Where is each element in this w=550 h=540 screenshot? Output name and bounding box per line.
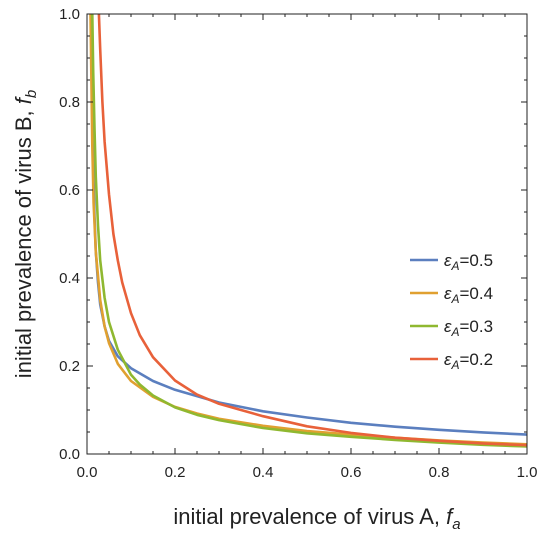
y-tick-label: 0.4 [59, 270, 80, 287]
y-axis: 0.0 0.2 0.4 0.6 0.8 1.0 [59, 6, 527, 463]
curves-layer [89, 14, 527, 448]
legend-label-3: εA=0.2 [444, 350, 493, 372]
x-axis-title-text: initial prevalence of virus A, [173, 504, 446, 529]
series-line-1 [89, 14, 527, 446]
y-axis-title: initial prevalence of virus B, fb [11, 90, 40, 378]
plot-frame [86, 13, 528, 455]
x-axis-title-sub: a [452, 516, 460, 533]
x-tick-label: 0.4 [253, 464, 274, 481]
y-axis-title-var: f [11, 95, 36, 104]
x-tick-label: 0.2 [165, 464, 186, 481]
legend-label-2: εA=0.3 [444, 317, 493, 339]
y-tick-label: 0.6 [59, 182, 80, 199]
x-tick-label: 0.0 [77, 464, 98, 481]
y-axis-title-text: initial prevalence of virus B, [11, 104, 36, 378]
legend: εA=0.5 εA=0.4 εA=0.3 εA=0.2 [410, 251, 493, 372]
y-axis-title-sub: b [23, 90, 40, 98]
series-line-2 [91, 14, 527, 448]
y-tick-label: 1.0 [59, 6, 80, 23]
x-tick-label: 1.0 [517, 464, 538, 481]
series-line-0 [90, 14, 527, 436]
x-tick-label: 0.8 [429, 464, 450, 481]
y-tick-label: 0.8 [59, 94, 80, 111]
y-tick-label: 0.0 [59, 446, 80, 463]
x-axis-title: initial prevalence of virus A, fa [173, 504, 460, 533]
x-tick-label: 0.6 [341, 464, 362, 481]
legend-label-0: εA=0.5 [444, 251, 493, 273]
y-tick-label: 0.2 [59, 358, 80, 375]
legend-label-1: εA=0.4 [444, 284, 493, 306]
x-axis-title-var: f [446, 504, 455, 529]
series-line-3 [97, 14, 527, 447]
x-axis: 0.0 0.2 0.4 0.6 0.8 1.0 [77, 14, 538, 481]
